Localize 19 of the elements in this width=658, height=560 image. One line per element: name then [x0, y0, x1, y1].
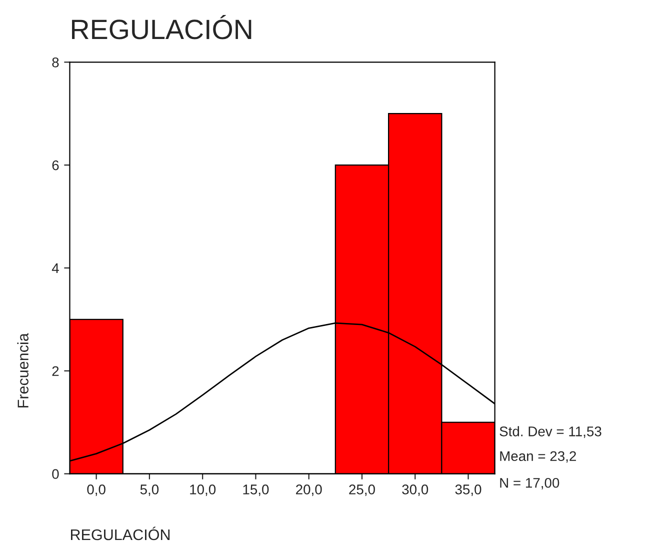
text: N = 17,00: [500, 478, 560, 490]
x-tick-label: 0,0: [87, 484, 106, 496]
y-axis-title: Frecuencia: [17, 333, 28, 408]
text: Std. Dev = 11,53: [500, 426, 602, 438]
x-tick-label: 10,0: [190, 484, 216, 496]
x-tick-label: 25,0: [349, 484, 375, 496]
x-tick-label: 5,0: [140, 484, 159, 496]
y-tick-label: 6: [52, 160, 59, 170]
y-tick-label: 8: [52, 57, 59, 68]
x-tick-label: 35,0: [455, 484, 482, 496]
text: Mean = 23,2: [500, 451, 576, 463]
y-tick-label: 2: [52, 366, 59, 376]
x-tick-label: 20,0: [296, 484, 322, 496]
x-tick-label: 30,0: [402, 484, 428, 496]
chart-title: REGULACIÓN: [72, 14, 252, 40]
x-axis-title: REGULACIÓN: [71, 526, 170, 540]
y-tick-label: 4: [52, 263, 59, 273]
y-tick-label: 0: [52, 469, 59, 479]
x-tick-label: 15,0: [243, 484, 269, 496]
